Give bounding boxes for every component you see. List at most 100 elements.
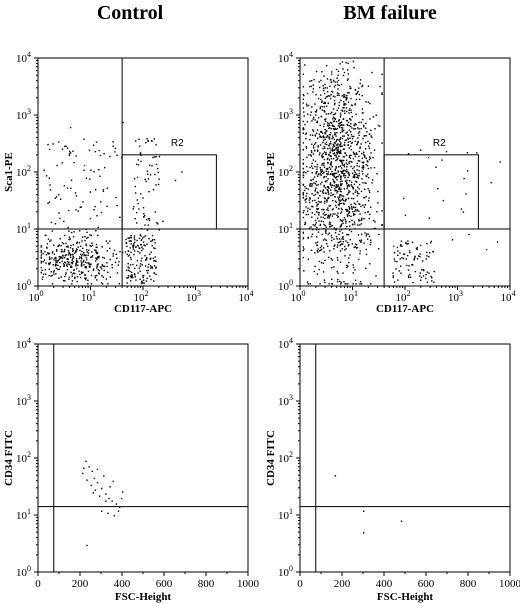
event-point: [302, 176, 305, 179]
event-point: [63, 251, 65, 253]
event-point: [321, 109, 323, 111]
event-point: [128, 240, 131, 242]
event-point: [346, 225, 348, 228]
event-point: [357, 140, 359, 143]
event-point: [304, 223, 307, 225]
event-point: [319, 249, 322, 251]
event-point: [79, 273, 81, 276]
event-point: [347, 245, 350, 247]
event-point: [351, 207, 353, 209]
event-point: [337, 190, 339, 192]
event-point: [143, 214, 146, 217]
event-point: [349, 238, 351, 241]
event-point: [75, 262, 77, 265]
event-point: [342, 236, 344, 238]
event-point: [103, 265, 105, 267]
event-point: [309, 134, 312, 136]
event-point: [339, 175, 342, 178]
event-point: [352, 188, 354, 190]
event-point: [370, 135, 372, 137]
event-point: [340, 219, 342, 222]
event-point: [360, 239, 363, 241]
event-point: [80, 260, 82, 262]
event-point: [73, 231, 75, 233]
event-point: [111, 266, 113, 269]
event-point: [142, 275, 144, 277]
event-point: [332, 146, 334, 148]
event-point: [329, 95, 331, 97]
event-point: [133, 253, 135, 256]
event-point: [413, 257, 416, 260]
event-point: [371, 182, 373, 184]
event-point: [468, 233, 470, 236]
event-point: [345, 248, 347, 250]
event-point: [347, 138, 349, 140]
event-point: [321, 208, 323, 211]
event-point: [339, 244, 341, 247]
event-point: [308, 199, 310, 201]
event-point: [309, 208, 311, 211]
event-point: [136, 239, 138, 242]
event-point: [337, 70, 340, 73]
event-point: [329, 214, 331, 217]
event-point: [358, 169, 360, 172]
event-point: [81, 272, 83, 275]
event-point: [132, 248, 134, 250]
event-point: [354, 269, 356, 271]
event-point: [63, 256, 66, 259]
event-point: [395, 268, 397, 270]
event-point: [369, 213, 371, 216]
event-point: [328, 136, 331, 138]
event-point: [353, 202, 356, 204]
event-point: [358, 93, 360, 96]
event-point: [91, 254, 94, 257]
event-point: [359, 250, 361, 252]
event-point: [43, 259, 46, 261]
event-point: [355, 173, 357, 175]
event-point: [348, 244, 350, 246]
event-point: [333, 128, 335, 131]
event-point: [360, 283, 363, 285]
event-point: [124, 251, 127, 253]
event-point: [329, 182, 332, 184]
event-point: [329, 121, 332, 124]
event-point: [316, 205, 318, 207]
event-point: [339, 63, 341, 65]
event-point: [343, 110, 346, 112]
event-point: [334, 188, 336, 190]
event-point: [82, 236, 84, 238]
event-point: [330, 162, 332, 165]
event-point: [312, 205, 314, 208]
event-point: [340, 83, 343, 86]
event-point: [321, 154, 323, 156]
event-point: [131, 275, 133, 278]
event-point: [319, 152, 321, 154]
event-point: [125, 238, 127, 241]
event-point: [153, 265, 156, 267]
event-point: [426, 255, 428, 257]
event-point: [105, 500, 107, 502]
event-point: [322, 172, 324, 175]
event-point: [346, 215, 349, 217]
event-point: [74, 277, 76, 280]
event-point: [407, 242, 409, 245]
event-point: [348, 229, 351, 231]
event-point: [147, 217, 150, 220]
event-point: [323, 89, 325, 92]
event-point: [358, 87, 360, 89]
event-point: [57, 264, 59, 267]
event-point: [311, 216, 313, 218]
event-point: [129, 280, 132, 282]
event-point: [416, 246, 418, 249]
event-point: [316, 226, 318, 229]
event-point: [95, 189, 97, 191]
event-point: [351, 197, 353, 200]
event-point: [72, 257, 74, 260]
event-point: [312, 88, 315, 90]
event-point: [127, 269, 130, 271]
event-point: [88, 265, 91, 268]
x-tick-label: 400: [114, 578, 131, 590]
event-point: [496, 241, 499, 243]
event-point: [347, 233, 350, 236]
event-point: [363, 135, 365, 137]
